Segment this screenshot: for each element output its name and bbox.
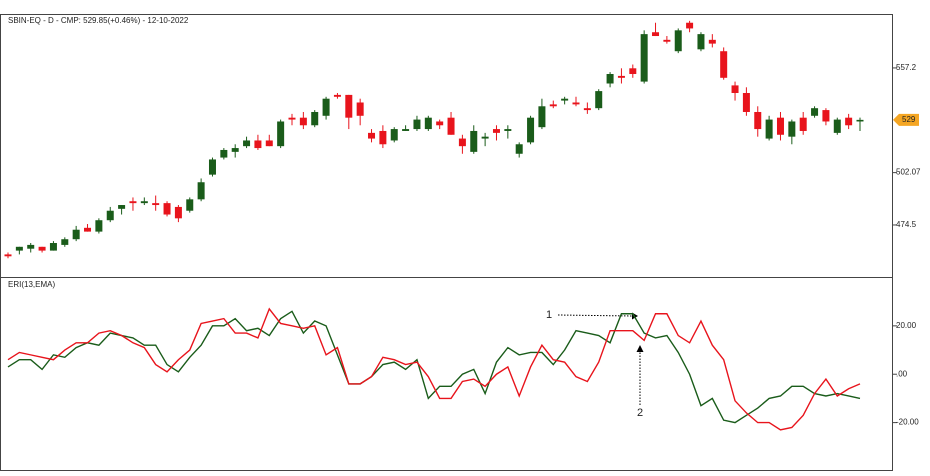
- candle-body: [197, 182, 205, 200]
- candle-body: [390, 129, 398, 141]
- price-title: SBIN-EQ - D - CMP: 529.85(+0.46%) - 12-1…: [8, 16, 189, 25]
- candle-body: [95, 220, 103, 232]
- candle-body: [208, 159, 216, 175]
- candle-body: [424, 117, 432, 130]
- y-tick-label: 557.2: [896, 63, 917, 72]
- candle-body: [652, 32, 660, 37]
- candle-body: [481, 136, 489, 139]
- candle-body: [663, 39, 671, 42]
- frame: [0, 14, 893, 471]
- candle-body: [515, 144, 523, 154]
- candle-body: [811, 108, 819, 116]
- candle-body: [572, 102, 580, 105]
- candle-body: [140, 201, 148, 204]
- candle-body: [788, 121, 796, 137]
- candle-body: [470, 130, 478, 152]
- candle-body: [856, 119, 864, 122]
- candle-body: [163, 203, 171, 215]
- candle-body: [152, 203, 160, 206]
- candle-body: [776, 117, 784, 135]
- candle-body: [4, 254, 12, 257]
- candle-body: [129, 201, 137, 204]
- candle-body: [731, 85, 739, 93]
- y-tick-label: -20.00: [896, 418, 919, 427]
- candle-body: [697, 34, 705, 50]
- candle-body: [174, 206, 182, 219]
- candle-body: [277, 121, 285, 147]
- candle-body: [61, 239, 69, 245]
- candle-body: [38, 246, 46, 251]
- candle-body: [504, 129, 512, 131]
- candle-body: [742, 92, 750, 112]
- candle-body: [640, 34, 648, 82]
- candle-body: [686, 22, 694, 29]
- candle-body: [368, 132, 376, 139]
- candle-body: [458, 138, 466, 147]
- indicator-line: [7, 307, 861, 431]
- candle-body: [754, 111, 762, 130]
- candle-body: [765, 119, 773, 139]
- candle-body: [583, 108, 591, 111]
- indicator-title: ERI(13,EMA): [8, 280, 55, 289]
- candle-body: [311, 111, 319, 126]
- candle-body: [561, 98, 569, 101]
- candle-body: [845, 117, 853, 126]
- y-tick-label: .00: [896, 369, 908, 378]
- candle-body: [402, 129, 410, 131]
- candle-body: [492, 129, 500, 133]
- candle-body: [345, 94, 353, 118]
- candle-body: [15, 246, 23, 251]
- candle-body: [629, 68, 637, 75]
- candle-body: [799, 117, 807, 131]
- annotation-arrow: [557, 314, 633, 317]
- candle-body: [436, 121, 444, 126]
- last-price-tag: [893, 113, 919, 126]
- annotation: 1: [546, 309, 552, 321]
- y-tick-label: 474.5: [896, 220, 917, 229]
- candle-body: [106, 210, 114, 221]
- candle-body: [322, 98, 330, 116]
- candle-body: [231, 148, 239, 152]
- candle-body: [333, 94, 341, 97]
- candle-body: [595, 91, 603, 109]
- annotation: 2: [637, 407, 643, 419]
- candle-body: [527, 117, 535, 143]
- candle-body: [708, 39, 716, 44]
- y-tick-label: 20.00: [896, 321, 917, 330]
- candle-body: [72, 229, 80, 240]
- candle-body: [299, 117, 307, 126]
- candle-body: [606, 74, 614, 84]
- candle-body: [447, 117, 455, 135]
- candle-body: [254, 140, 262, 149]
- candle-body: [356, 102, 364, 116]
- candle-body: [265, 140, 273, 147]
- candle-body: [186, 199, 194, 211]
- candle-body: [49, 243, 57, 251]
- arrow-head: [636, 345, 644, 352]
- candle-body: [288, 117, 296, 120]
- candle-body: [833, 119, 841, 133]
- candle-body: [243, 140, 251, 147]
- candle-body: [379, 130, 387, 145]
- candle-body: [413, 119, 421, 130]
- candle-body: [118, 205, 126, 209]
- candle-body: [549, 104, 557, 107]
- candle-body: [538, 106, 546, 128]
- y-tick-label: 502.07: [896, 168, 921, 177]
- candle-body: [84, 227, 92, 232]
- indicator-line: [7, 310, 861, 424]
- candle-body: [220, 149, 228, 158]
- candle-body: [822, 110, 830, 122]
- last-price-label: 529: [902, 115, 916, 124]
- candle-body: [674, 30, 682, 52]
- candle-body: [27, 244, 35, 249]
- candle-body: [720, 51, 728, 78]
- candle-body: [617, 75, 625, 78]
